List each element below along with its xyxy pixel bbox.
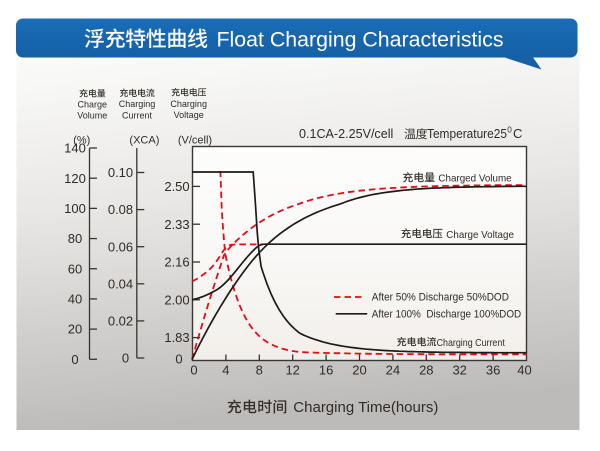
svg-text:2.50: 2.50: [164, 179, 189, 194]
svg-text:32: 32: [452, 362, 466, 377]
svg-text:Charged Volume: Charged Volume: [438, 173, 511, 185]
svg-text:0.08: 0.08: [108, 202, 133, 217]
svg-text:2.33: 2.33: [164, 217, 189, 232]
svg-text:(%): (%): [73, 135, 90, 147]
svg-text:0.10: 0.10: [108, 165, 133, 180]
svg-text:16: 16: [319, 362, 333, 377]
svg-text:After 100% Discharge 100%DOD: After 100% Discharge 100%DOD: [372, 308, 521, 320]
svg-text:After 50% Discharge 50%DOD: After 50% Discharge 50%DOD: [372, 292, 509, 304]
svg-text:C: C: [513, 126, 522, 141]
svg-text:40: 40: [517, 362, 531, 377]
svg-text:12: 12: [285, 362, 299, 377]
svg-text:0.06: 0.06: [108, 239, 133, 254]
svg-text:2.00: 2.00: [164, 292, 189, 307]
svg-text:28: 28: [419, 362, 433, 377]
svg-text:0: 0: [190, 362, 197, 377]
svg-text:0: 0: [507, 126, 512, 135]
svg-text:Charging Current: Charging Current: [437, 337, 505, 349]
svg-text:Charging: Charging: [170, 99, 207, 109]
svg-text:100: 100: [64, 201, 86, 216]
svg-text:0: 0: [71, 352, 78, 367]
svg-text:Float Charging Characteristics: Float Charging Characteristics: [217, 28, 504, 51]
svg-text:8: 8: [256, 362, 263, 377]
svg-text:0.02: 0.02: [108, 314, 133, 329]
svg-text:0: 0: [175, 351, 182, 366]
svg-text:60: 60: [68, 261, 82, 276]
svg-text:Temperature25: Temperature25: [427, 126, 507, 141]
svg-text:2.16: 2.16: [164, 255, 189, 270]
svg-text:0: 0: [122, 351, 129, 366]
svg-text:Current: Current: [122, 110, 153, 120]
svg-text:40: 40: [68, 292, 82, 307]
svg-text:24: 24: [386, 362, 400, 377]
svg-text:0.1CA-2.25V/cell: 0.1CA-2.25V/cell: [299, 126, 393, 141]
svg-text:4: 4: [222, 362, 229, 377]
svg-text:20: 20: [68, 322, 82, 337]
svg-text:80: 80: [68, 231, 82, 246]
svg-text:Charge: Charge: [78, 99, 108, 109]
svg-text:(V/cell): (V/cell): [178, 135, 212, 147]
svg-text:Charging: Charging: [119, 99, 156, 109]
svg-text:140: 140: [64, 141, 86, 156]
svg-text:120: 120: [64, 171, 86, 186]
svg-text:0.04: 0.04: [108, 276, 133, 291]
svg-text:36: 36: [486, 362, 500, 377]
svg-text:20: 20: [352, 362, 366, 377]
svg-text:Volume: Volume: [77, 111, 107, 121]
svg-text:Voltage: Voltage: [174, 110, 204, 120]
svg-text:Charge Voltage: Charge Voltage: [446, 229, 514, 241]
svg-text:Charging Time(hours): Charging Time(hours): [293, 399, 438, 416]
svg-text:(XCA): (XCA): [129, 135, 159, 147]
svg-text:1.83: 1.83: [164, 330, 189, 345]
